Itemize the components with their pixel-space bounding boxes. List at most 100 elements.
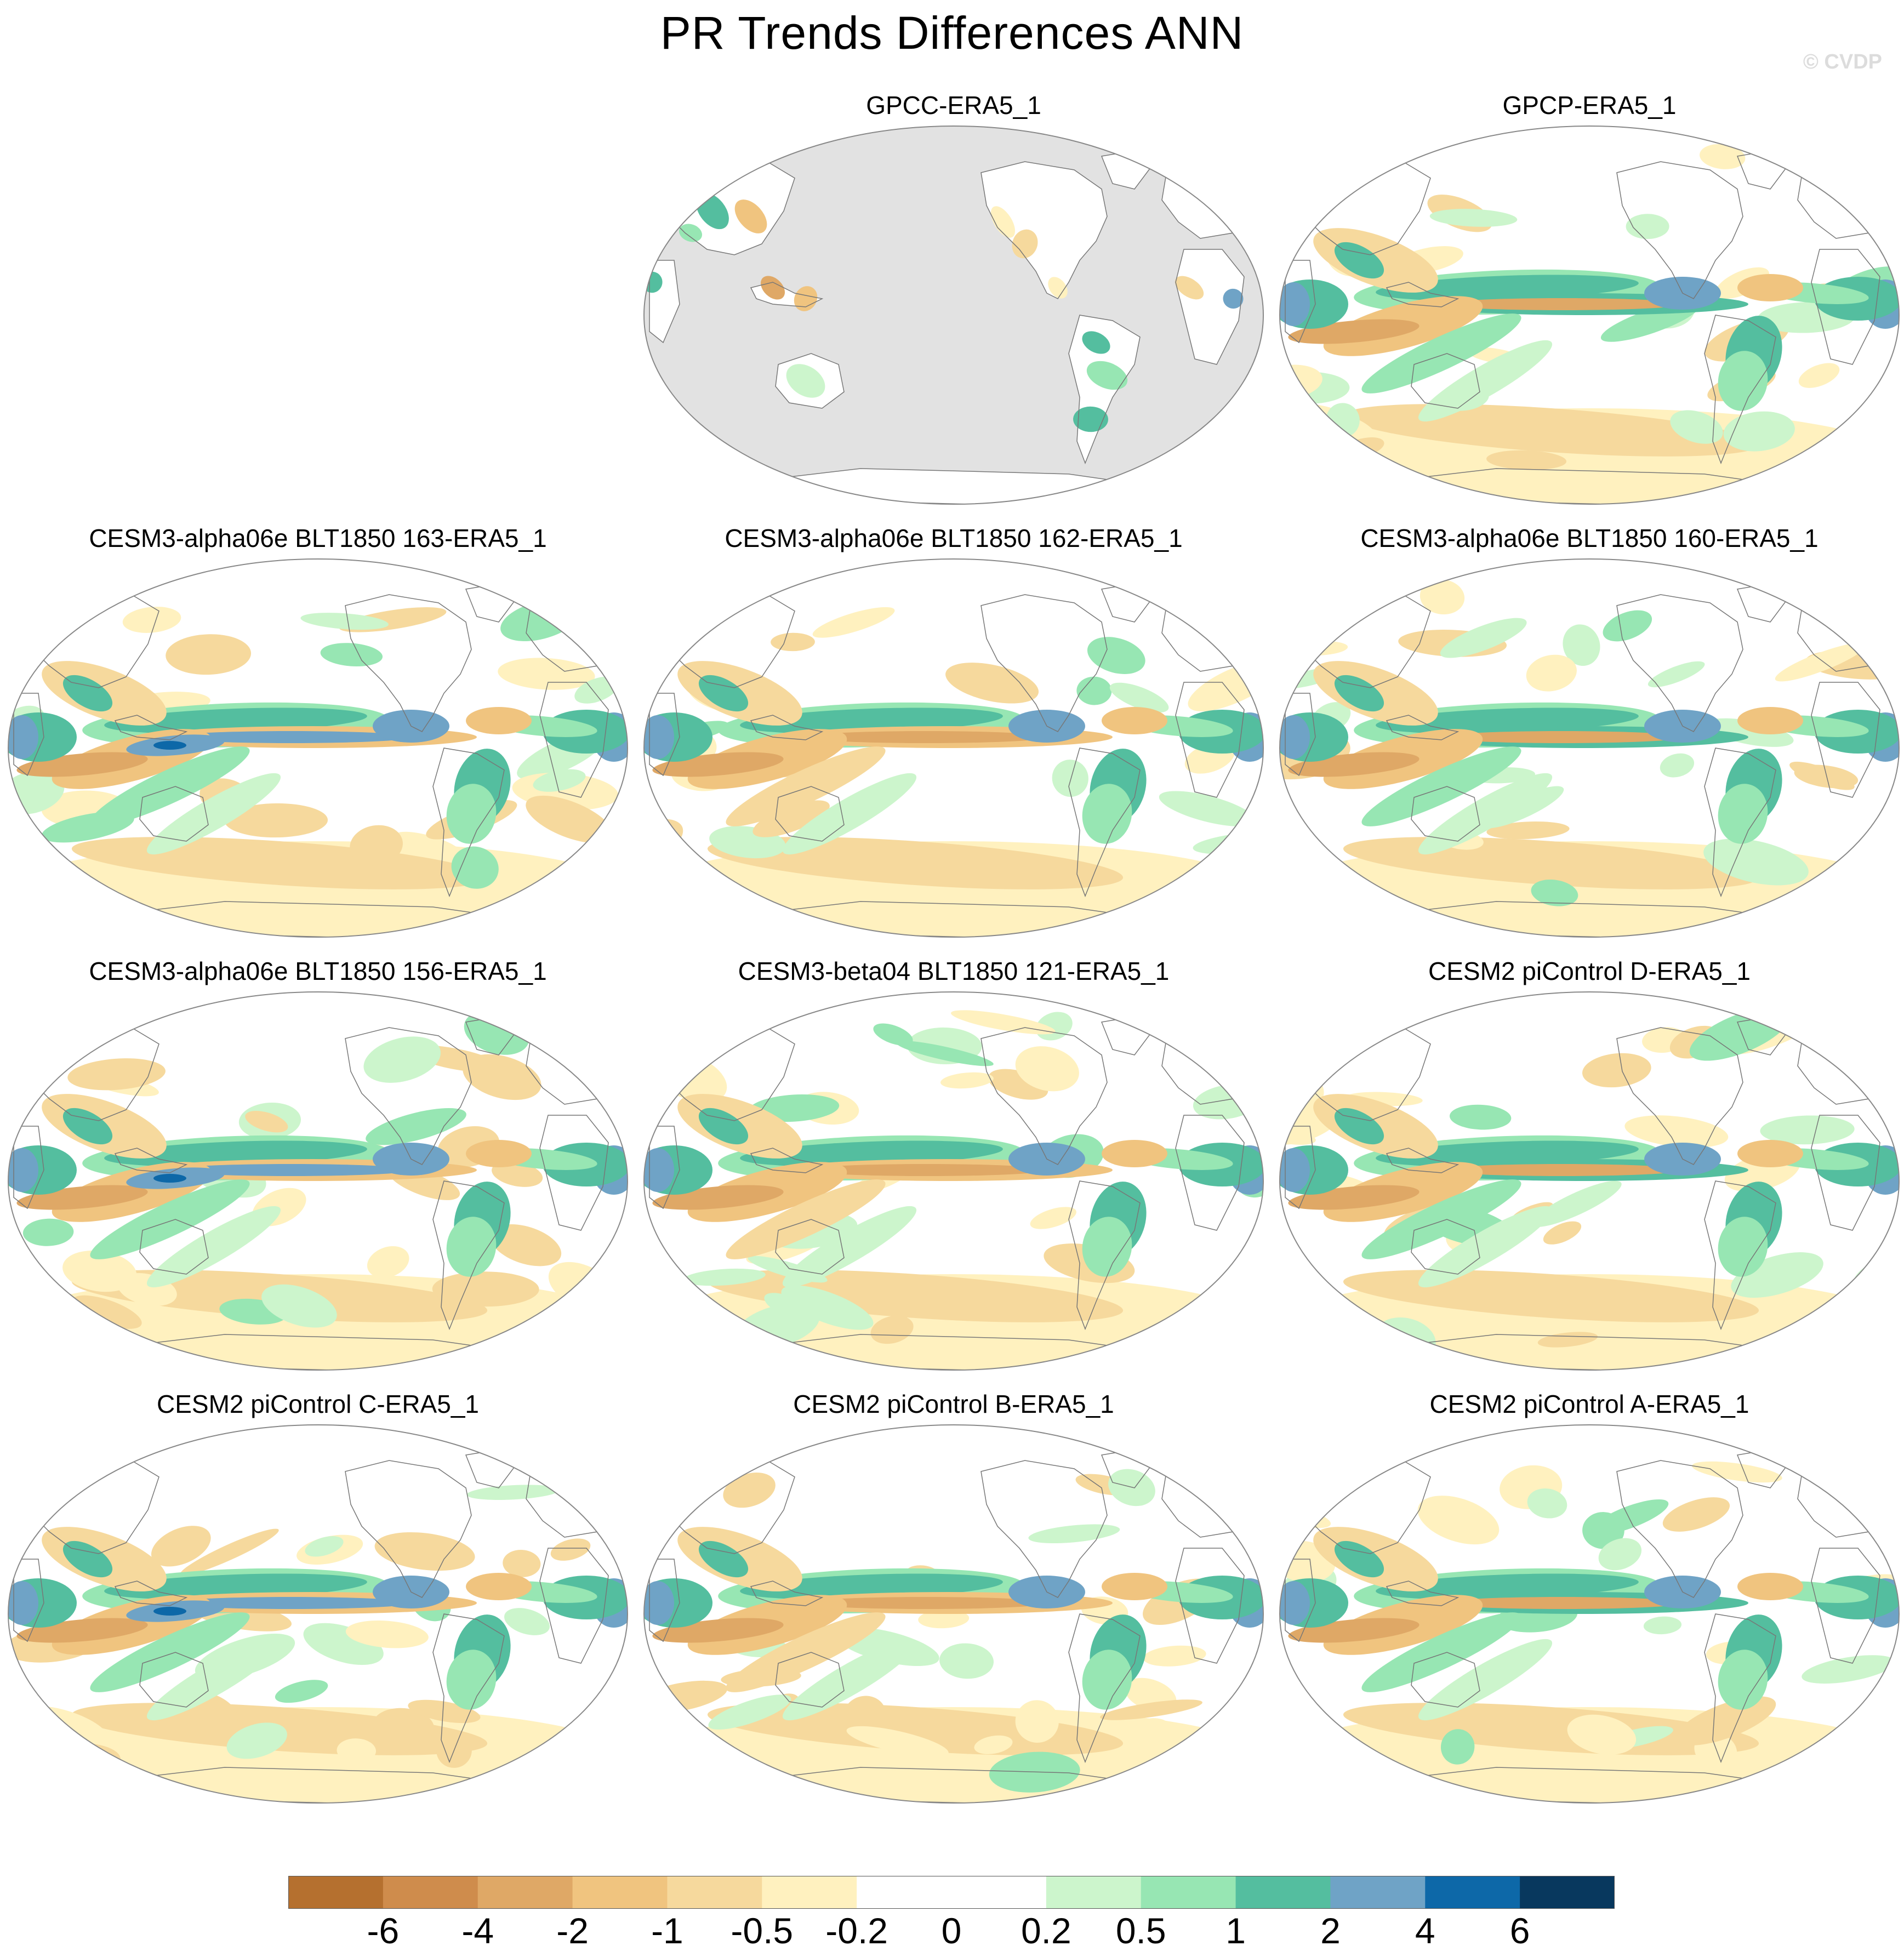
coastline (139, 1219, 209, 1275)
coastline (114, 1148, 188, 1173)
coastline (750, 282, 824, 307)
trend-anomaly-patch (806, 1164, 1047, 1176)
trend-anomaly-patch (446, 1650, 497, 1710)
trend-anomaly-patch (1418, 773, 1553, 855)
colorbar-tick-label: -0.2 (825, 1910, 888, 1951)
coastline (13, 693, 44, 777)
colorbar-tick-label: 6 (1509, 1910, 1530, 1951)
map-panel-picontrol-d: CESM2 piControl D-ERA5_1 (1277, 956, 1902, 1389)
colorbar-swatch (477, 1876, 573, 1909)
trend-anomaly-patch (1102, 707, 1167, 734)
trend-anomaly-patch (1603, 610, 1652, 642)
trend-anomaly-patch (682, 1268, 766, 1286)
map-plot (1279, 558, 1900, 938)
trend-anomaly-patch (1343, 1270, 1759, 1322)
trend-anomaly-patch (990, 206, 1016, 238)
trend-anomaly-patch (1109, 682, 1169, 713)
map-outline (1279, 1424, 1900, 1804)
trend-anomaly-patch (350, 825, 403, 866)
coastline (775, 1652, 845, 1708)
trend-anomaly-patch (1705, 718, 1794, 747)
trend-anomaly-patch (1543, 1221, 1582, 1245)
coastline (1068, 315, 1141, 465)
trend-anomaly-patch (806, 1597, 1047, 1609)
trend-anomaly-patch (1648, 661, 1705, 688)
trend-anomaly-patch (1280, 1148, 1310, 1192)
trend-anomaly-patch (812, 607, 895, 638)
panel-title: CESM2 piControl C-ERA5_1 (156, 1390, 479, 1418)
coastline (432, 748, 505, 898)
trend-anomaly-patch (90, 746, 250, 826)
map-plot (643, 125, 1264, 505)
coastline (1616, 161, 1743, 299)
trend-anomaly-patch (1591, 1499, 1669, 1535)
coastline (1175, 682, 1245, 798)
trend-anomaly-patch (1675, 1696, 1776, 1745)
trend-anomaly-patch (707, 1270, 1124, 1322)
colorbar-swatch (667, 1876, 762, 1909)
trend-anomaly-patch (1440, 1729, 1475, 1765)
coastline (1068, 748, 1141, 898)
coastline (649, 1126, 680, 1209)
trend-anomaly-patch (1082, 331, 1110, 354)
map-panel-alpha06e-163: CESM3-alpha06e BLT1850 163-ERA5_1 (5, 523, 630, 956)
trend-anomaly-patch (1207, 1443, 1263, 1486)
coastline (980, 1460, 1108, 1598)
coastline (1068, 1180, 1141, 1331)
trend-anomaly-patch (1087, 637, 1145, 674)
trend-anomaly-patch (71, 837, 488, 889)
trend-anomaly-patch (1343, 837, 1759, 889)
map-panel-picontrol-b: CESM2 piControl B-ERA5_1 (641, 1389, 1266, 1822)
trend-anomaly-patch (707, 837, 1124, 889)
trend-anomaly-patch (781, 1285, 874, 1330)
trend-anomaly-patch (153, 1607, 186, 1616)
trend-anomaly-patch (146, 773, 281, 855)
trend-anomaly-patch (794, 286, 818, 311)
trend-anomaly-patch (1643, 1616, 1682, 1635)
coastline (980, 161, 1108, 299)
trend-anomaly-patch (151, 1526, 211, 1567)
trend-anomaly-patch (1086, 361, 1128, 390)
coastline (1616, 1460, 1743, 1598)
trend-anomaly-patch (1418, 340, 1553, 422)
trend-anomaly-patch (122, 607, 181, 633)
colorbar-swatch (383, 1876, 478, 1909)
trend-anomaly-patch (644, 882, 681, 918)
trend-anomaly-patch (1420, 579, 1465, 615)
colorbar-swatch (1046, 1876, 1142, 1909)
trend-anomaly-patch (1737, 707, 1803, 734)
colorbar-tick-label: 1 (1225, 1910, 1246, 1951)
trend-anomaly-patch (498, 658, 595, 690)
trend-anomaly-patch (806, 731, 1047, 743)
trend-anomaly-patch (1418, 1639, 1553, 1721)
trend-anomaly-patch (1718, 1650, 1768, 1710)
coastline (1704, 1613, 1776, 1764)
trend-anomaly-patch (1334, 1108, 1384, 1145)
map-plot (1279, 991, 1900, 1371)
map-panel-beta04-121: CESM3-beta04 BLT1850 121-ERA5_1 (641, 956, 1266, 1389)
trend-anomaly-patch (526, 795, 613, 843)
trend-anomaly-patch (463, 1054, 541, 1100)
trend-anomaly-patch (345, 1621, 429, 1648)
trend-anomaly-patch (367, 1246, 409, 1278)
colorbar-swatch (1425, 1876, 1520, 1909)
trend-anomaly-patch (245, 1111, 288, 1133)
trend-anomaly-patch (1802, 1655, 1895, 1684)
coastline (750, 1148, 824, 1173)
map-outline (643, 991, 1264, 1371)
trend-anomaly-patch (1582, 1053, 1651, 1088)
trend-anomaly-patch (764, 1293, 814, 1321)
trend-anomaly-patch (1700, 144, 1746, 169)
coastline (649, 260, 680, 344)
panel-title: GPCC-ERA5_1 (866, 91, 1041, 119)
trend-anomaly-patch (1208, 574, 1262, 606)
trend-anomaly-patch (896, 1041, 994, 1066)
coastline (1704, 315, 1776, 465)
trend-anomaly-patch (945, 663, 1039, 704)
trend-anomaly-patch (533, 769, 586, 792)
trend-anomaly-patch (261, 1284, 337, 1328)
colorbar-tick-label: 4 (1415, 1910, 1435, 1951)
colorbar-tick-label: 2 (1320, 1910, 1341, 1951)
map-panel-alpha06e-160: CESM3-alpha06e BLT1850 160-ERA5_1 (1277, 523, 1902, 956)
coastline (1386, 1581, 1460, 1606)
